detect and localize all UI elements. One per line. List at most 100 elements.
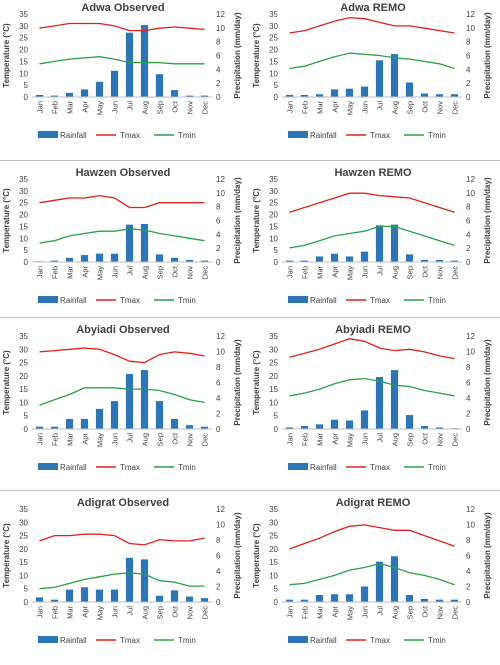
rainfall-bar (65, 589, 74, 602)
rainfall-bar (65, 92, 74, 97)
x-tick-label: Sep (406, 101, 415, 114)
x-tick-label: Oct (171, 100, 180, 113)
x-tick-label: Jun (361, 101, 370, 113)
x-tick-label: Aug (391, 266, 400, 279)
y-tick-label: 35 (19, 10, 28, 19)
rainfall-bar (285, 599, 294, 602)
rainfall-bar (360, 410, 369, 429)
y-tick-label: 30 (19, 22, 28, 31)
x-tick-label: Dec (451, 101, 460, 115)
chart-title: Adwa Observed (81, 2, 164, 14)
rainfall-bar (35, 426, 44, 429)
y-tick-label: 35 (19, 505, 28, 514)
y2-tick-label: 12 (466, 332, 475, 341)
rainfall-bar (80, 255, 89, 262)
legend-label: Tmax (370, 463, 390, 472)
legend-swatch-rainfall (288, 636, 308, 643)
y-tick-label: 35 (269, 505, 278, 514)
rainfall-bar (65, 418, 74, 429)
x-tick-label: May (96, 266, 105, 280)
y-axis-title: Temperature (°C) (2, 523, 11, 588)
y2-tick-label: 4 (216, 394, 221, 403)
rainfall-bar (95, 81, 104, 97)
y2-tick-label: 12 (466, 10, 475, 19)
y-tick-label: 20 (269, 46, 278, 55)
y2-tick-label: 10 (216, 24, 225, 33)
legend-label: Tmax (370, 131, 390, 140)
x-tick-label: Mar (316, 606, 325, 619)
chart-svg: Adigrat REMO 0 5 10 15 20 25 30 35 0 2 4 6 8 10 12 Tempe… (252, 497, 492, 645)
y2-tick-label: 8 (216, 363, 221, 372)
x-tick-label: Dec (201, 266, 210, 280)
x-tick-label: Apr (81, 605, 90, 617)
x-tick-label: Nov (186, 606, 195, 620)
chart-title: Adigrat Observed (77, 497, 169, 509)
x-tick-label: Nov (186, 433, 195, 447)
rainfall-bar (50, 260, 59, 262)
y-tick-label: 30 (19, 345, 28, 354)
y2-tick-label: 8 (466, 38, 471, 47)
x-tick-label: Sep (406, 433, 415, 446)
y2-tick-label: 6 (466, 379, 471, 388)
x-tick-label: Feb (301, 606, 310, 619)
rainfall-bar (200, 426, 209, 429)
x-tick-label: Feb (301, 266, 310, 279)
y-tick-label: 10 (269, 571, 278, 580)
rainfall-bar (140, 223, 149, 262)
y2-tick-label: 4 (216, 567, 221, 576)
x-tick-label: Jan (36, 266, 45, 278)
y2-tick-label: 2 (216, 79, 221, 88)
rainfall-bar (390, 54, 399, 97)
rainfall-bar (80, 89, 89, 97)
rainfall-bar (200, 598, 209, 602)
x-tick-label: Feb (51, 606, 60, 619)
tmax-line (39, 533, 205, 546)
x-tick-label: Jun (361, 433, 370, 445)
y-tick-label: 30 (269, 518, 278, 527)
x-tick-label: May (346, 101, 355, 115)
y2-tick-label: 8 (216, 38, 221, 47)
y-axis-title: Temperature (°C) (252, 188, 261, 253)
chart-svg: Abyiadi Observed 0 5 10 15 20 25 30 35 0 2 4 6 8 10 12 T… (2, 324, 242, 472)
rainfall-bar (315, 424, 324, 429)
chart-svg: Adigrat Observed 0 5 10 15 20 25 30 35 0 2 4 6 8 10 12 T… (2, 497, 242, 645)
x-tick-label: Mar (66, 101, 75, 114)
y-tick-label: 35 (19, 332, 28, 341)
y2-tick-label: 6 (466, 552, 471, 561)
y-tick-label: 35 (269, 10, 278, 19)
y2-tick-label: 4 (466, 567, 471, 576)
y-tick-label: 15 (19, 558, 28, 567)
rainfall-bar (450, 94, 459, 97)
y-tick-label: 10 (19, 234, 28, 243)
y2-tick-label: 12 (216, 10, 225, 19)
legend-label: Rainfall (310, 131, 337, 140)
legend-label: Tmax (370, 296, 390, 305)
x-tick-label: Apr (331, 605, 340, 617)
legend-label: Tmin (178, 296, 196, 305)
y-axis-title: Temperature (°C) (2, 23, 11, 88)
y-tick-label: 30 (269, 22, 278, 31)
rainfall-bar (80, 587, 89, 602)
x-tick-label: Dec (451, 606, 460, 620)
y-tick-label: 20 (269, 372, 278, 381)
x-tick-label: May (346, 433, 355, 447)
rainfall-bar (360, 251, 369, 262)
y-tick-label: 5 (24, 412, 29, 421)
rainfall-bar (80, 418, 89, 429)
y2-tick-label: 6 (216, 217, 221, 226)
x-tick-label: Mar (66, 433, 75, 446)
rainfall-bar (50, 95, 59, 97)
rainfall-bar (375, 225, 384, 262)
x-tick-label: Aug (391, 433, 400, 446)
y-tick-label: 0 (24, 425, 29, 434)
y2-tick-label: 8 (466, 363, 471, 372)
y2-tick-label: 12 (466, 505, 475, 514)
x-tick-label: Sep (156, 266, 165, 279)
rainfall-bar (315, 94, 324, 97)
y-tick-label: 10 (19, 398, 28, 407)
tmax-line (289, 524, 455, 550)
rainfall-bar (95, 408, 104, 429)
y2-tick-label: 10 (216, 348, 225, 357)
y-tick-label: 35 (269, 332, 278, 341)
